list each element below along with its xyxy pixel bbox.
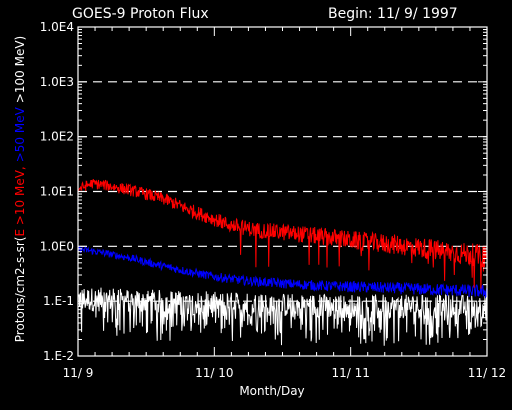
y-tick-label: 1.E-2 <box>43 349 74 363</box>
y-tick-label: 1.0E0 <box>40 239 74 253</box>
y-tick-label: 1.0E4 <box>40 20 74 34</box>
y-axis-label-e50: >50 MeV <box>13 106 27 162</box>
y-tick-label: 1.E-1 <box>43 294 74 308</box>
series-line-e10 <box>77 178 488 289</box>
y-tick-label: 1.0E1 <box>40 185 74 199</box>
y-axis-label-e100: >100 MeV <box>13 40 27 104</box>
x-axis-label: Month/Day <box>239 384 304 398</box>
y-tick-labels: 1.E-2 1.E-1 1.0E0 1.0E1 1.0E2 1.0E3 1.0E4 <box>40 20 74 363</box>
series-line-e100 <box>77 287 488 346</box>
y-axis-label-e10: E >10 MeV, <box>13 166 27 236</box>
x-tick-label: 11/ 11 <box>331 366 369 380</box>
y-axis-label-suffix: ) <box>13 36 27 41</box>
y-axis-label-prefix: Protons/cm2-s-sr( <box>13 237 27 343</box>
x-tick-label: 11/ 9 <box>63 366 94 380</box>
x-tick-labels: 11/ 9 11/ 10 11/ 11 11/ 12 <box>63 366 507 380</box>
x-tick-label: 11/ 12 <box>468 366 506 380</box>
y-axis-label: Protons/cm2-s-sr(E >10 MeV, >50 MeV >100 M… <box>13 36 27 342</box>
y-tick-label: 1.0E3 <box>40 75 74 89</box>
chart-title: GOES-9 Proton Flux <box>72 6 209 22</box>
y-tick-label: 1.0E2 <box>40 130 74 144</box>
axes <box>77 26 488 357</box>
x-tick-label: 11/ 10 <box>195 366 233 380</box>
plot-frame <box>77 26 488 357</box>
series-line-e50 <box>77 245 488 299</box>
chart-subtitle: Begin: 11/ 9/ 1997 <box>328 6 458 22</box>
series-layer <box>77 178 488 346</box>
